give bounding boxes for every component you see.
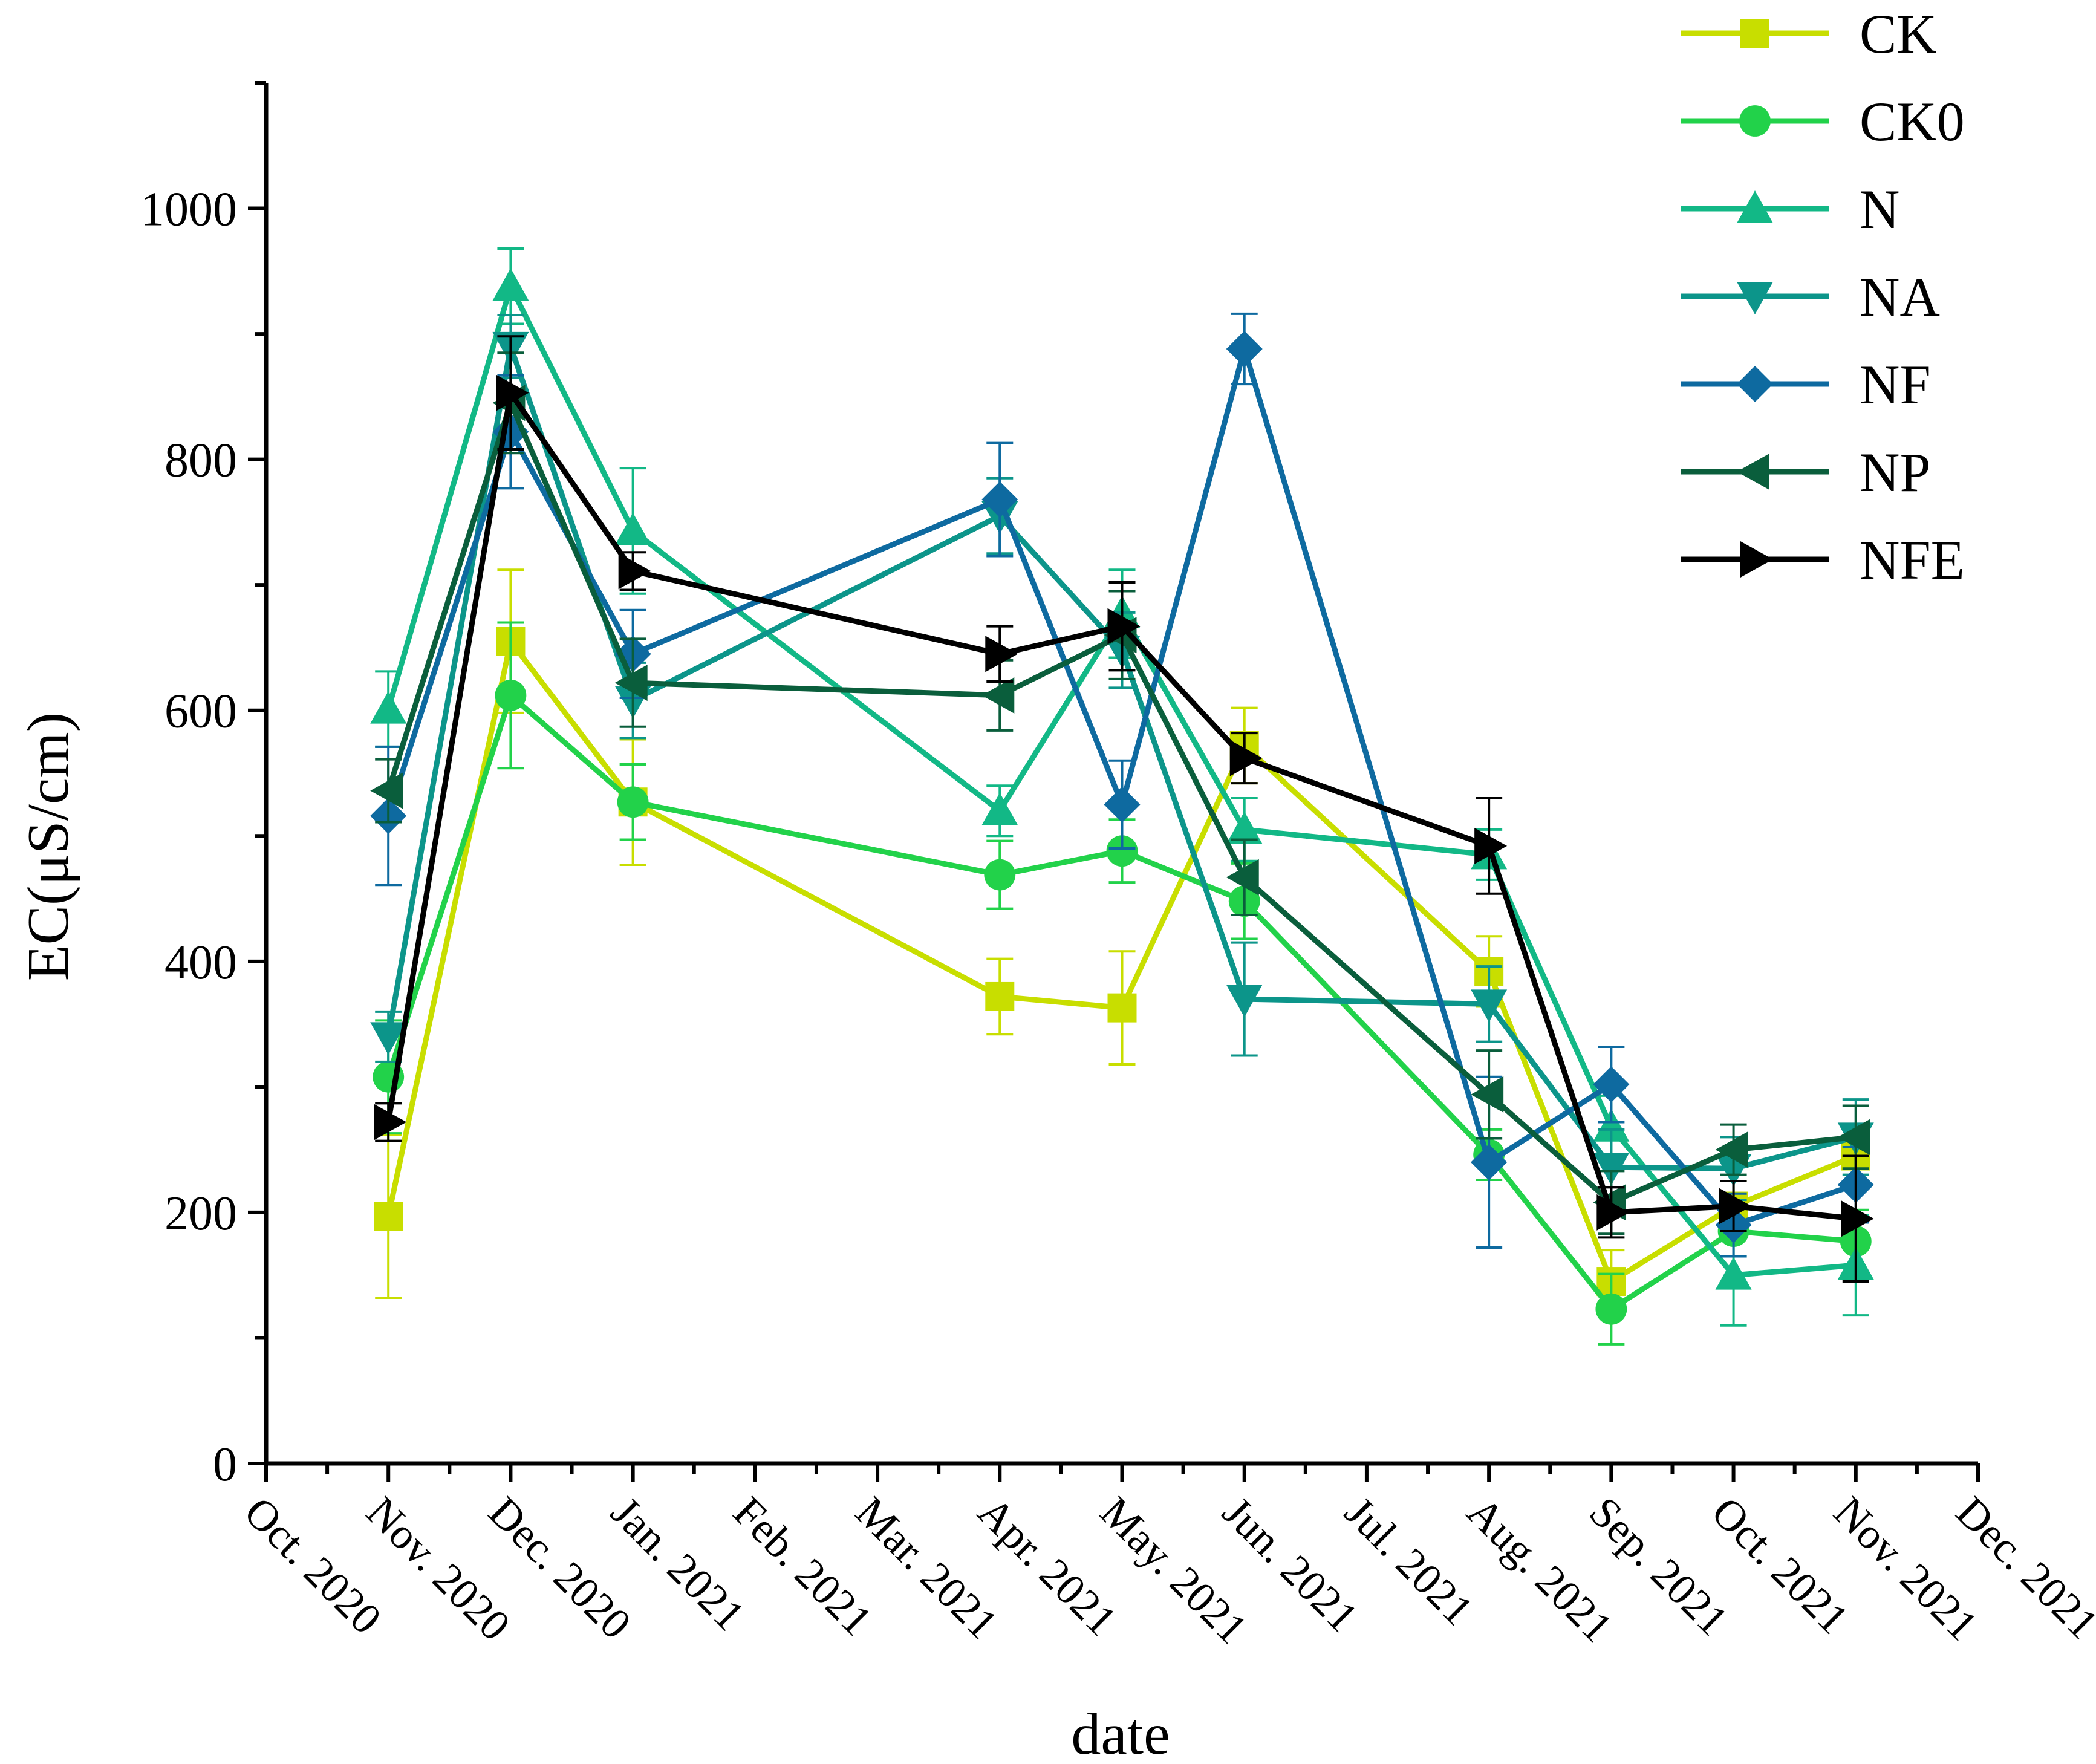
legend-item: N xyxy=(1681,178,1899,240)
series-line xyxy=(385,400,1857,1205)
legend-marker xyxy=(1737,454,1769,490)
legend-item: NF xyxy=(1681,354,1931,415)
legend-label: NF xyxy=(1860,354,1931,415)
data-point xyxy=(981,677,1015,714)
legend-label: N xyxy=(1860,178,1899,240)
legend-item: NP xyxy=(1681,441,1931,503)
data-point xyxy=(1715,1257,1752,1290)
data-point xyxy=(1596,1194,1630,1231)
data-point xyxy=(1229,740,1263,776)
data-point xyxy=(614,512,651,545)
legend-marker xyxy=(1740,19,1769,48)
legend-marker xyxy=(1737,190,1773,223)
data-point xyxy=(1841,1200,1874,1237)
data-point xyxy=(1593,1066,1630,1103)
data-point xyxy=(370,772,403,809)
data-point xyxy=(374,1104,407,1141)
data-point xyxy=(1471,989,1508,1023)
series-line xyxy=(385,283,1857,1278)
series-nfe xyxy=(374,335,1874,1283)
data-point xyxy=(1226,330,1263,367)
legend-label: CK0 xyxy=(1860,91,1965,152)
data-point xyxy=(1595,1293,1627,1325)
data-point xyxy=(1106,835,1138,867)
legend-item: CK xyxy=(1681,3,1937,65)
legend-label: NA xyxy=(1860,266,1940,328)
y-tick-label: 400 xyxy=(164,936,237,989)
data-point xyxy=(1226,859,1259,896)
x-tick-label: Oct. 2020 xyxy=(235,1488,391,1643)
series-np xyxy=(370,351,1870,1235)
legend-marker xyxy=(1740,541,1773,578)
data-point xyxy=(1719,1188,1752,1225)
y-tick-label: 1000 xyxy=(140,183,237,236)
data-point xyxy=(1107,993,1137,1023)
legend-label: NFE xyxy=(1860,529,1965,591)
data-point xyxy=(496,374,529,411)
legend-marker xyxy=(1739,105,1771,137)
data-point xyxy=(374,1202,403,1231)
y-axis-label: EC(μS/cm) xyxy=(16,712,81,981)
data-point xyxy=(1471,1144,1508,1180)
legend-label: CK xyxy=(1860,3,1937,65)
y-tick-label: 200 xyxy=(164,1187,237,1240)
data-point xyxy=(495,679,527,711)
legend-marker xyxy=(1737,366,1773,402)
legend-label: NP xyxy=(1860,441,1931,503)
series-line xyxy=(385,343,1857,1171)
y-tick-label: 0 xyxy=(213,1438,237,1491)
data-point xyxy=(617,786,649,818)
data-point xyxy=(492,268,529,301)
legend-marker xyxy=(1737,282,1773,314)
data-point xyxy=(370,1022,407,1055)
data-point xyxy=(614,665,648,701)
legend: CK CK0 N NA NF NP NFE xyxy=(1681,3,1965,591)
y-tick-label: 800 xyxy=(164,434,237,487)
series-line xyxy=(385,390,1857,1222)
data-point xyxy=(1837,1119,1870,1156)
data-point xyxy=(1226,811,1263,844)
data-point xyxy=(985,981,1015,1011)
data-point xyxy=(981,481,1018,518)
data-point xyxy=(1471,1076,1504,1113)
series-line xyxy=(385,692,1857,1312)
y-tick-label: 600 xyxy=(164,685,237,738)
data-point xyxy=(1104,786,1141,823)
data-point xyxy=(370,691,407,724)
y-axis-ticks: 0 200 400 600 800 1000 xyxy=(140,81,266,1491)
data-point xyxy=(1226,985,1263,1018)
legend-item: NA xyxy=(1681,266,1940,328)
data-point xyxy=(1715,1131,1748,1168)
data-point xyxy=(985,636,1018,672)
data-point xyxy=(618,553,651,590)
x-axis-label: date xyxy=(1071,1702,1170,1764)
data-point xyxy=(981,792,1018,825)
legend-item: CK0 xyxy=(1681,91,1965,152)
data-point xyxy=(1474,827,1508,864)
data-point xyxy=(1593,1108,1630,1142)
series-layer xyxy=(370,247,1874,1346)
legend-item: NFE xyxy=(1681,529,1965,591)
data-point xyxy=(1593,1153,1630,1186)
data-point xyxy=(984,859,1016,891)
data-point xyxy=(1107,608,1141,645)
